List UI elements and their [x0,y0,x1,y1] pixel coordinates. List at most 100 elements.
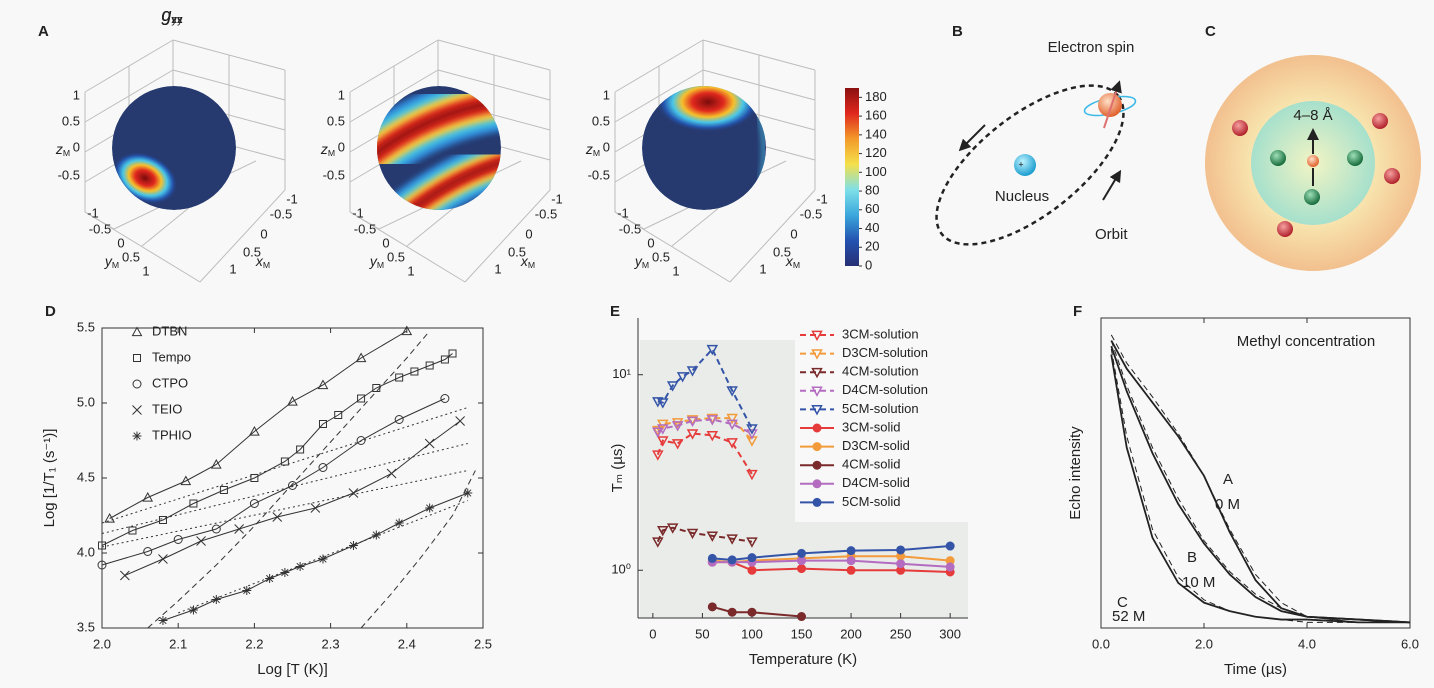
data-point [707,602,717,612]
curve-label: 10 M [1182,574,1215,591]
box-edge [464,189,551,283]
legend-label: CTPO [152,375,188,390]
data-point [272,512,283,522]
data-point [726,534,738,545]
data-point [356,436,366,445]
diagram-label: Orbit [1095,226,1128,243]
data-point [463,488,473,498]
label-symbol: x [255,253,264,269]
data-point [348,488,359,498]
y-tick-label: 5.5 [77,319,95,334]
data-point [158,554,168,564]
x-tick-label: -1 [551,191,563,206]
electron [1098,93,1122,117]
legend-marker [132,405,142,415]
label-subscript: M [528,260,535,270]
data-point [671,421,684,432]
data-point [425,361,434,370]
data-point [188,605,198,615]
y-tick-label: 1 [407,263,414,278]
colorbar-tick-label: 120 [865,145,887,160]
label-subscript: M [263,260,270,270]
legend-marker [133,354,141,362]
x-tick-label: 2.2 [245,636,263,651]
fit-line [147,330,431,628]
data-point [896,545,906,555]
label-symbol: x [785,253,794,269]
data-point [249,425,260,436]
data-point [657,424,669,435]
data-point [280,457,289,466]
curve-label: 0 M [1215,496,1240,513]
y-tick-label: -1 [352,205,364,220]
data-point [666,523,679,534]
x-tick-label: 200 [840,626,862,641]
y-tick-label: 1 [672,263,679,278]
fit-line [1110,348,1410,623]
data-point [726,419,738,431]
y-axis-label: Echo intensity [1067,426,1084,520]
box-edge [199,189,286,283]
x-tick-label: 300 [939,626,961,641]
fit-line [360,470,476,628]
data-point [671,439,684,450]
diagram-label: Electron spin [1048,39,1135,56]
legend-label: D3CM-solid [842,438,910,453]
data-point [386,468,397,479]
legend-marker [811,330,823,342]
colorbar-tick-label: 0 [865,257,872,272]
legend-label: DTBN [152,323,187,338]
legend-marker [132,379,142,389]
label-symbol: y [104,253,113,269]
label-subscript: M [328,148,335,158]
colorbar-tick-label: 60 [865,201,879,216]
legend-label: Tempo [152,349,191,364]
x-tick-label: 1 [229,261,236,276]
green-atom [1304,189,1320,205]
data-point [657,398,669,409]
z-tick-label: 1 [338,87,345,102]
x-tick-label: 0 [790,226,797,241]
colorbar-tick-label: 160 [865,108,887,123]
data-point [666,381,679,392]
data-point [348,541,358,550]
orbit-arrow [1102,169,1122,201]
data-point [295,562,305,571]
data-point [280,568,290,577]
data-point [424,438,435,449]
y-tick-label: -0.5 [89,221,111,236]
data-point [180,475,192,486]
x-tick-label: 4.0 [1298,636,1316,651]
data-point [158,616,168,625]
y-tick-label: -0.5 [619,221,641,236]
data-point [797,612,807,622]
data-point [219,486,228,494]
colorbar-tick-label: 40 [865,220,879,235]
data-point [448,349,457,358]
x-axis-label: Log [T (K)] [257,661,328,678]
diagram-label: Nucleus [995,188,1049,205]
data-point [410,367,419,376]
data-point [455,416,465,426]
series-line [1110,345,1411,624]
data-point [98,541,106,550]
panel-label: A [38,23,49,40]
data-point [210,458,222,469]
data-point [142,491,154,502]
data-point [652,450,664,461]
y-tick-label: 0.5 [122,249,140,264]
series-line [656,432,753,475]
data-point [686,416,699,428]
data-point [747,565,757,575]
z-tick-label: 1 [73,87,80,102]
box-edge [349,211,380,230]
sphere [377,86,501,210]
data-point [395,373,404,382]
red-atom [1277,221,1293,237]
plot-frame [101,327,484,629]
colorbar-tick-label: 180 [865,89,887,104]
panel-label: C [1205,23,1216,40]
z-tick-label: 0 [603,139,610,154]
data-point [371,530,381,540]
legend-marker [812,442,822,452]
